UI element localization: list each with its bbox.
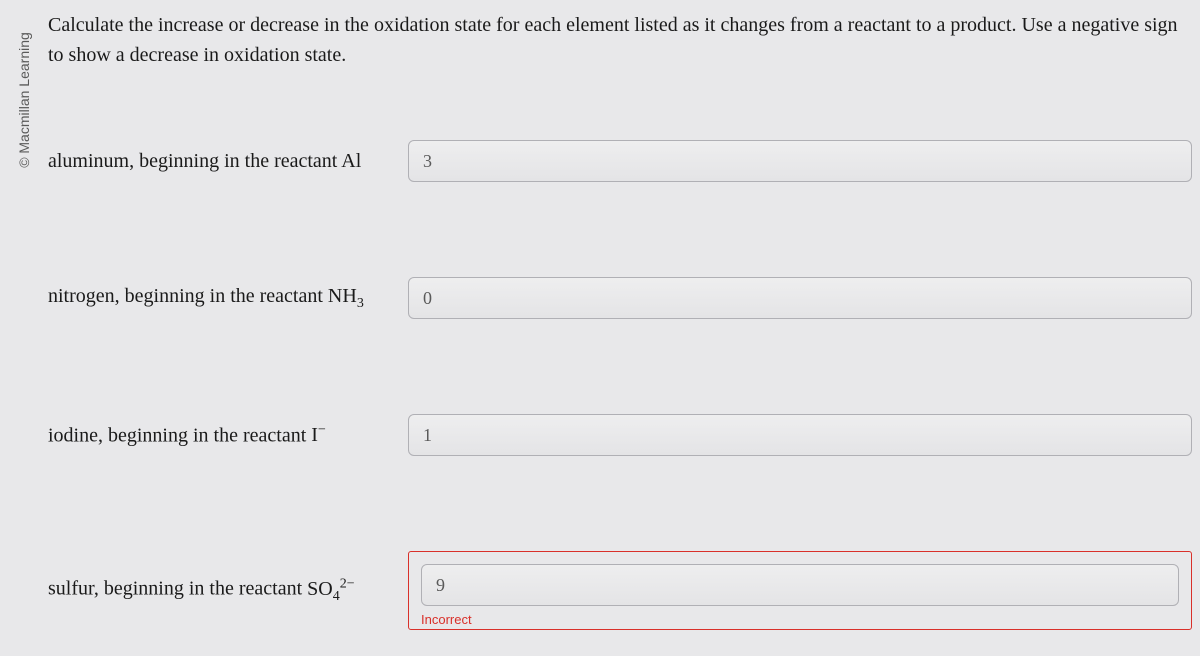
- question-row: iodine, beginning in the reactant I−: [48, 414, 1192, 456]
- copyright-strip: © Macmillan Learning: [0, 0, 48, 200]
- answer-field-wrap: [408, 277, 1192, 319]
- label-formula: NH3: [328, 285, 364, 307]
- answer-field-wrap: [408, 140, 1192, 182]
- answer-input[interactable]: [408, 414, 1192, 456]
- question-label: sulfur, beginning in the reactant SO42−: [48, 576, 408, 605]
- label-formula: Al: [341, 150, 361, 172]
- label-prefix: iodine, beginning in the reactant: [48, 424, 311, 446]
- copyright-text: © Macmillan Learning: [16, 32, 32, 168]
- question-row: nitrogen, beginning in the reactant NH3: [48, 277, 1192, 319]
- question-content: Calculate the increase or decrease in th…: [48, 0, 1192, 630]
- answer-input[interactable]: [408, 277, 1192, 319]
- question-label: aluminum, beginning in the reactant Al: [48, 150, 408, 173]
- label-prefix: sulfur, beginning in the reactant: [48, 578, 307, 600]
- answer-field-wrap-incorrect: Incorrect: [408, 551, 1192, 630]
- answer-field-wrap: [408, 414, 1192, 456]
- label-formula: I−: [311, 424, 326, 446]
- label-prefix: nitrogen, beginning in the reactant: [48, 285, 328, 307]
- label-prefix: aluminum, beginning in the reactant: [48, 150, 341, 172]
- answer-input[interactable]: [421, 564, 1179, 606]
- question-label: nitrogen, beginning in the reactant NH3: [48, 285, 408, 312]
- feedback-text: Incorrect: [421, 612, 1179, 629]
- question-row: aluminum, beginning in the reactant Al: [48, 140, 1192, 182]
- question-label: iodine, beginning in the reactant I−: [48, 423, 408, 448]
- label-formula: SO42−: [307, 578, 354, 600]
- instructions-text: Calculate the increase or decrease in th…: [48, 10, 1192, 70]
- answer-input[interactable]: [408, 140, 1192, 182]
- question-row: sulfur, beginning in the reactant SO42− …: [48, 551, 1192, 630]
